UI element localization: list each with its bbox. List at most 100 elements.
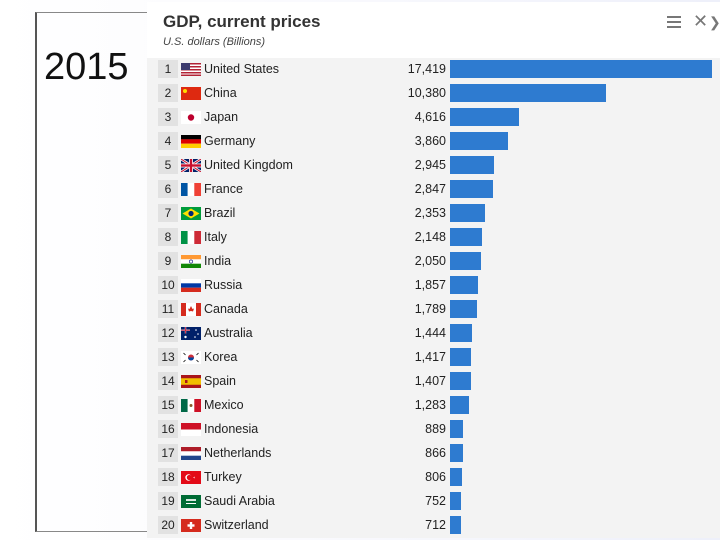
flag-gb-icon [181, 159, 201, 172]
flag-de-icon [181, 135, 201, 148]
gdp-bar [450, 204, 486, 222]
flag-br-icon [181, 207, 201, 220]
gdp-bar [450, 324, 472, 342]
table-row: 3 Japan 4,616 [147, 108, 720, 128]
country-name: China [204, 86, 237, 100]
value-label: 4,616 [414, 110, 446, 124]
country-name: Netherlands [204, 446, 272, 460]
country-name: Turkey [204, 470, 242, 484]
country-name: Canada [204, 302, 248, 316]
menu-icon[interactable] [667, 16, 681, 30]
gdp-bar [450, 516, 461, 534]
country-name: Indonesia [204, 422, 259, 436]
rank-label: 15 [158, 396, 178, 414]
flag-tr-icon [181, 471, 201, 484]
flag-in-icon [181, 255, 201, 268]
rank-label: 2 [158, 84, 178, 102]
country-name: Italy [204, 230, 227, 244]
gdp-bar [450, 468, 463, 486]
gdp-bar [450, 60, 712, 78]
close-icon[interactable]: ✕ [693, 11, 709, 31]
value-label: 2,847 [414, 182, 446, 196]
flag-nl-icon [181, 447, 201, 460]
gdp-bar [450, 300, 477, 318]
table-row: 4 Germany 3,860 [147, 132, 720, 152]
table-row: 10 Russia 1,857 [147, 276, 720, 296]
country-name: United States [204, 62, 280, 76]
gdp-bar [450, 444, 464, 462]
flag-kr-icon [181, 351, 201, 364]
rank-label: 3 [158, 108, 178, 126]
gdp-bar [450, 420, 464, 438]
value-label: 1,444 [414, 326, 446, 340]
rank-label: 10 [158, 276, 178, 294]
table-row: 11 Canada 1,789 [147, 300, 720, 320]
rank-label: 5 [158, 156, 178, 174]
table-row: 9 India 2,050 [147, 252, 720, 272]
rank-label: 7 [158, 204, 178, 222]
table-row: 19 Saudi Arabia 752 [147, 492, 720, 512]
table-row: 14 Spain 1,407 [147, 372, 720, 392]
rank-label: 9 [158, 252, 178, 270]
chart-title: GDP, current prices [163, 12, 321, 31]
gdp-bar [450, 228, 483, 246]
table-row: 15 Mexico 1,283 [147, 396, 720, 416]
table-row: 6 France 2,847 [147, 180, 720, 200]
table-row: 1 United States 17,419 [147, 60, 720, 80]
flag-es-icon [181, 375, 201, 388]
table-row: 8 Italy 2,148 [147, 228, 720, 248]
value-label: 2,050 [414, 254, 446, 268]
gdp-bar [450, 348, 472, 366]
country-name: Russia [204, 278, 243, 292]
country-name: Mexico [204, 398, 244, 412]
country-name: Saudi Arabia [204, 494, 275, 508]
rank-label: 19 [158, 492, 178, 510]
gdp-bar [450, 132, 509, 150]
country-name: United Kingdom [204, 158, 293, 172]
value-label: 2,353 [414, 206, 446, 220]
rank-label: 1 [158, 60, 178, 78]
gdp-bar [450, 276, 478, 294]
country-name: Brazil [204, 206, 236, 220]
gdp-bar [450, 84, 607, 102]
flag-jp-icon [181, 111, 201, 124]
gdp-panel: GDP, current prices U.S. dollars (Billio… [147, 2, 720, 538]
rank-label: 13 [158, 348, 178, 366]
flag-sa-icon [181, 495, 201, 508]
rank-label: 12 [158, 324, 178, 342]
flag-au-icon [181, 327, 201, 340]
country-name: India [204, 254, 232, 268]
gdp-bar [450, 180, 493, 198]
table-row: 5 United Kingdom 2,945 [147, 156, 720, 176]
flag-ru-icon [181, 279, 201, 292]
rank-label: 4 [158, 132, 178, 150]
value-label: 3,860 [414, 134, 446, 148]
rank-label: 11 [158, 300, 178, 318]
gdp-bar [450, 372, 472, 390]
country-name: Korea [204, 350, 238, 364]
value-label: 712 [425, 518, 446, 532]
flag-it-icon [181, 231, 201, 244]
slide-frame [35, 12, 152, 532]
country-name: France [204, 182, 243, 196]
rank-label: 17 [158, 444, 178, 462]
table-row: 12 Australia 1,444 [147, 324, 720, 344]
chart-subtitle: U.S. dollars (Billions) [163, 36, 266, 48]
chevron-icon[interactable]: ❯ [709, 14, 720, 30]
rank-label: 16 [158, 420, 178, 438]
country-name: Australia [204, 326, 253, 340]
table-row: 2 China 10,380 [147, 84, 720, 104]
value-label: 1,789 [414, 302, 446, 316]
value-label: 2,148 [414, 230, 446, 244]
country-name: Spain [204, 374, 236, 388]
value-label: 752 [425, 494, 446, 508]
table-row: 18 Turkey 806 [147, 468, 720, 488]
flag-ca-icon [181, 303, 201, 316]
table-row: 13 Korea 1,417 [147, 348, 720, 368]
value-label: 806 [425, 470, 446, 484]
table-body [147, 58, 720, 538]
table-row: 17 Netherlands 866 [147, 444, 720, 464]
flag-us-icon [181, 63, 201, 76]
rank-label: 18 [158, 468, 178, 486]
country-name: Germany [204, 134, 256, 148]
